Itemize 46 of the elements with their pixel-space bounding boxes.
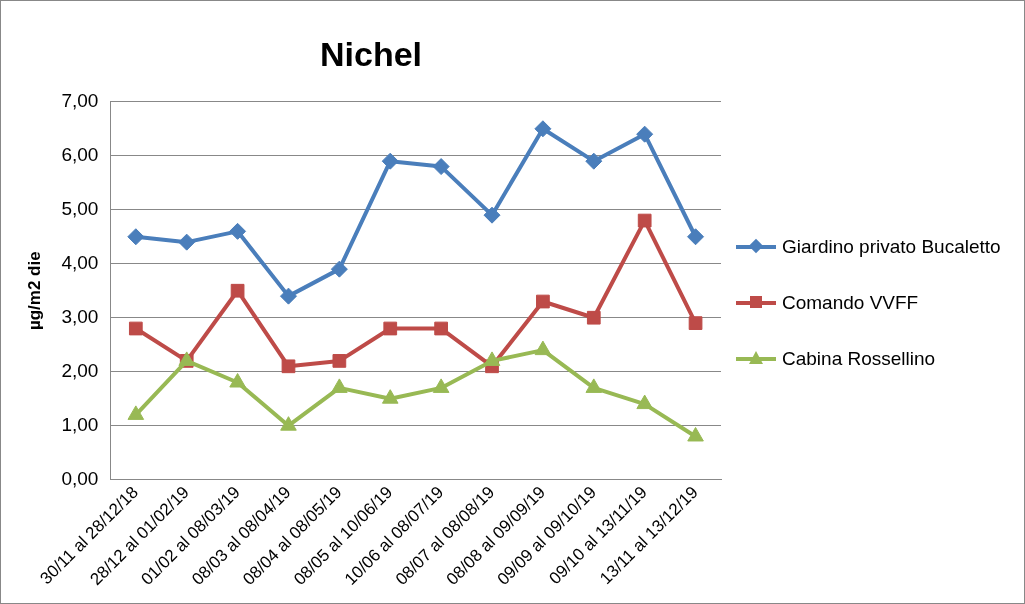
point — [483, 206, 501, 224]
point — [229, 373, 246, 388]
point — [280, 416, 297, 431]
y-tick-label: 4,00 — [61, 251, 99, 273]
point — [383, 321, 398, 336]
y-tick-label: 6,00 — [61, 144, 99, 166]
point — [434, 321, 448, 336]
y-tick-label: 0,00 — [61, 467, 99, 489]
point — [534, 340, 552, 356]
point — [586, 310, 601, 325]
point — [585, 152, 603, 170]
point — [178, 233, 196, 251]
point — [534, 120, 552, 138]
point — [585, 378, 603, 393]
point — [330, 260, 348, 278]
legend-label: Giardino privato Bucaletto — [782, 236, 1002, 258]
point — [687, 228, 705, 246]
point — [536, 294, 550, 309]
point — [230, 283, 245, 298]
point — [687, 426, 704, 442]
y-tick-label: 7,00 — [61, 90, 99, 112]
y-tick-label: 1,00 — [61, 413, 99, 435]
point — [229, 222, 247, 240]
y-tick-label: 3,00 — [61, 305, 99, 327]
point — [127, 405, 145, 420]
legend-label: Comando VVFF — [782, 292, 920, 314]
point — [432, 158, 450, 176]
point — [483, 351, 501, 366]
point — [332, 354, 347, 368]
point — [636, 394, 653, 410]
point — [279, 287, 297, 305]
chart-title: Nichel — [319, 34, 423, 73]
point — [128, 321, 143, 336]
y-axis-title: µg/m2 die — [24, 251, 44, 331]
point — [127, 228, 145, 246]
point — [381, 152, 399, 170]
point — [281, 359, 296, 374]
point — [637, 213, 652, 228]
y-tick-label: 2,00 — [61, 359, 99, 381]
point — [381, 389, 399, 404]
point — [688, 316, 703, 330]
point — [636, 125, 654, 143]
point — [331, 378, 348, 393]
y-tick-label: 5,00 — [61, 198, 99, 219]
legend-label: Cabina Rossellino — [782, 348, 937, 370]
point — [432, 378, 450, 393]
